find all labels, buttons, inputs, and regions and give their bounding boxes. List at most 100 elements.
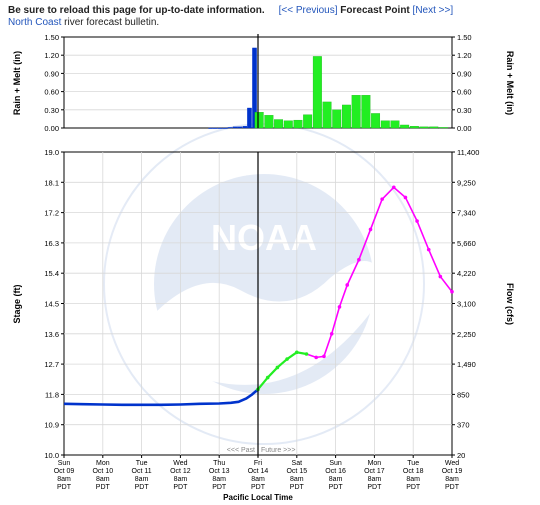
time-xtick-label: Tue: [136, 460, 148, 467]
time-xtick-label: PDT: [135, 484, 150, 491]
forecast-rain-bar: [361, 95, 371, 129]
stage-ytick-label: 10.9: [44, 421, 59, 430]
time-xtick-label: 8am: [251, 476, 265, 483]
time-xtick-label: 8am: [368, 476, 382, 483]
flow-ytick-label: 11,400: [457, 148, 479, 157]
time-xtick-label: PDT: [57, 484, 72, 491]
observed-rain-bar: [232, 126, 238, 129]
time-xtick-label: Oct 09: [54, 468, 75, 475]
forecast-stage-point: [304, 352, 309, 356]
rain-ytick-label: 1.20: [44, 51, 59, 60]
hydrograph-chart: NOAA 0.000.300.600.901.201.50 0.000.300.…: [12, 33, 515, 502]
forecast-stage-point: [357, 257, 361, 262]
time-xtick-label: Fri: [254, 460, 263, 467]
forecast-stage-point: [314, 355, 319, 360]
time-xtick-label: PDT: [406, 484, 421, 491]
forecast-rain-bar: [342, 104, 351, 129]
observed-rain-bar: [252, 47, 257, 129]
forecast-point-label: Forecast Point: [340, 5, 410, 16]
rain-ytick-label-right: 0.60: [457, 88, 472, 97]
time-xtick-label: Oct 17: [364, 468, 385, 475]
rain-ytick-label: 1.50: [44, 33, 59, 42]
forecast-rain-bar: [303, 114, 313, 129]
previous-link[interactable]: [<< Previous]: [278, 5, 338, 16]
forecast-rain-bar: [293, 119, 303, 129]
stage-ytick-label: 12.7: [44, 360, 59, 369]
forecast-rain-bar: [419, 126, 429, 129]
observed-rain-bar: [213, 127, 218, 129]
time-xtick-label: Oct 12: [170, 468, 191, 475]
time-xtick-label: 8am: [96, 476, 110, 483]
stage-series: [63, 185, 454, 407]
forecast-rain-bar: [332, 109, 342, 129]
forecast-rain-bar: [254, 112, 264, 129]
past-label: <<< Past: [227, 447, 255, 454]
time-xtick-label: 8am: [212, 476, 226, 483]
forecast-stage-point: [450, 289, 454, 294]
rain-bars: [208, 47, 448, 129]
time-xtick-label: Oct 19: [442, 468, 463, 475]
time-xtick-label: Thu: [213, 460, 225, 467]
page-header: Be sure to reload this page for up-to-da…: [8, 5, 536, 29]
forecast-stage-point: [345, 283, 350, 287]
forecast-stage-point: [322, 354, 326, 359]
time-xtick-label: PDT: [212, 484, 227, 491]
stage-ytick-label: 14.5: [44, 300, 59, 309]
forecast-rain-bar: [312, 56, 322, 129]
time-xtick-label: 8am: [290, 476, 304, 483]
stage-ytick-label: 15.4: [44, 269, 59, 278]
rain-ytick-label: 0.00: [44, 124, 59, 133]
forecast-stage-point: [285, 357, 289, 361]
stage-ytick-label: 11.8: [45, 390, 59, 399]
flow-ytick-label: 4,220: [457, 269, 476, 278]
stage-ytick-label: 18.1: [44, 178, 59, 187]
forecast-rain-bar: [409, 126, 419, 129]
stage-ytick-label: 19.0: [44, 148, 59, 157]
observed-rain-bar: [237, 126, 243, 129]
time-xtick-label: Oct 14: [248, 468, 269, 475]
forecast-stage-point: [337, 305, 342, 309]
time-xtick-label: PDT: [173, 484, 188, 491]
time-xtick-label: Oct 11: [132, 468, 152, 475]
time-xtick-label: Sat: [292, 460, 303, 467]
stage-ytick-label: 17.2: [44, 209, 59, 218]
time-xtick-label: Sun: [329, 460, 342, 467]
rain-yticks-left: 0.00 0.30 0.60 0.90 1.20 1.50: [44, 33, 64, 133]
observed-stage-line: [63, 388, 259, 407]
rain-yticks-right: 0.00 0.30 0.60 0.90 1.20 1.50: [452, 33, 472, 133]
rain-ytick-label-right: 0.90: [457, 69, 472, 78]
time-xtick-label: Wed: [173, 460, 187, 467]
forecast-stage-point: [380, 197, 384, 201]
observed-rain-bar: [247, 107, 252, 129]
forecast-stage-point: [426, 247, 431, 252]
time-xtick-label: Oct 18: [403, 468, 424, 475]
observed-rain-bar: [227, 127, 233, 129]
forecast-rain-bar: [371, 113, 381, 129]
bulletin-link[interactable]: North Coast: [8, 17, 62, 28]
time-xtick-label: PDT: [367, 484, 382, 491]
stage-flow-chart: 10.0 10.9 11.8 12.7 13.6 14.5 15.4 16.3 17.2 18.1…: [12, 148, 515, 502]
time-xtick-label: Wed: [445, 460, 459, 467]
stage-ylabel-left: Stage (ft): [12, 285, 22, 324]
flow-ytick-label: 2,250: [457, 330, 476, 339]
rain-ytick-label-right: 0.30: [457, 106, 472, 115]
forecast-rain-bar: [322, 101, 332, 129]
flow-ytick-label: 3,100: [457, 300, 476, 309]
time-xtick-label: Sun: [58, 460, 71, 467]
rain-ytick-label-right: 0.00: [457, 124, 472, 133]
time-xtick-label: PDT: [329, 484, 344, 491]
rain-ytick-label: 0.90: [44, 69, 59, 78]
forecast-rain-bar: [283, 120, 293, 129]
time-xtick-label: PDT: [290, 484, 305, 491]
next-link[interactable]: [Next >>]: [412, 5, 454, 16]
flow-ytick-label: 1,490: [457, 360, 476, 369]
time-xtick-label: Oct 10: [92, 468, 113, 475]
forecast-rain-bar: [400, 124, 410, 129]
bulletin-text: river forecast bulletin.: [61, 17, 160, 28]
stage-ytick-label: 13.6: [44, 330, 59, 339]
observed-rain-bar: [242, 126, 248, 129]
forecast-stage-point: [329, 332, 334, 336]
rain-ytick-label: 0.30: [44, 106, 59, 115]
forecast-rain-bar: [439, 127, 448, 129]
